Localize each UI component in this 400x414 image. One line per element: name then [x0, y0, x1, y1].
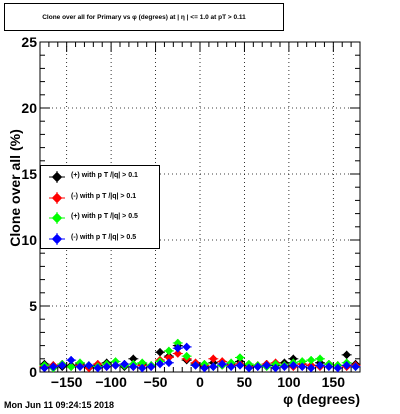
y-axis-label: Clone over all (%) — [7, 129, 23, 247]
chart-title-box: Clone over all for Primary vs φ (degrees… — [4, 3, 284, 31]
data-point — [208, 362, 218, 372]
x-tick-label-5: 100 — [277, 374, 301, 390]
data-point — [351, 362, 360, 372]
data-point — [120, 359, 129, 369]
data-point — [306, 355, 316, 365]
y-tick-label-3: 15 — [21, 166, 37, 182]
data-point — [280, 362, 289, 372]
y-tick-label-2: 10 — [21, 232, 37, 248]
legend-marker-0 — [49, 171, 65, 183]
y-tick-label-0: 0 — [29, 364, 37, 380]
legend-entry-3: (-) with p T /|q| > 0.5 — [41, 229, 159, 249]
x-tick-label-2: −50 — [144, 374, 168, 390]
data-points — [39, 338, 361, 373]
series-3 — [39, 342, 361, 373]
data-point — [111, 361, 120, 370]
legend-label-2: (+) with p T /|q| > 0.5 — [71, 213, 138, 220]
data-point — [57, 361, 67, 370]
axis-ticks — [39, 41, 361, 373]
data-point — [182, 351, 192, 361]
data-point — [84, 361, 94, 370]
data-point — [155, 359, 165, 369]
timestamp: Mon Jun 11 09:24:15 2018 — [4, 400, 115, 410]
data-point — [137, 363, 147, 373]
data-point — [173, 349, 183, 358]
data-point — [93, 363, 103, 373]
data-point — [244, 363, 254, 373]
data-point — [164, 358, 174, 368]
data-point — [288, 361, 298, 370]
x-tick-label-0: −150 — [51, 374, 83, 390]
data-point — [66, 355, 76, 365]
data-point — [200, 363, 209, 373]
data-point — [75, 362, 85, 372]
data-point — [146, 362, 156, 372]
data-point — [253, 362, 263, 372]
data-point — [306, 363, 316, 373]
tick-labels: −150 −100 −50 0 50 100 150 0 5 10 15 20 25 — [21, 34, 345, 390]
data-point — [191, 361, 200, 370]
chart-title: Clone over all for Primary vs φ (degrees… — [42, 13, 246, 21]
legend-label-1: (-) with p T /|q| > 0.1 — [71, 192, 137, 200]
data-point — [262, 361, 272, 370]
legend-marker-1 — [49, 191, 65, 204]
x-tick-label-6: 150 — [322, 374, 346, 390]
data-point — [271, 363, 280, 373]
y-tick-label-1: 5 — [29, 298, 37, 314]
x-axis-label: φ (degrees) — [283, 391, 360, 407]
x-tick-label-4: 50 — [237, 374, 253, 390]
grid-lines — [40, 42, 360, 372]
data-point — [173, 343, 183, 353]
data-point — [128, 362, 138, 372]
data-point — [342, 350, 352, 360]
legend-marker-2 — [49, 212, 65, 224]
x-tick-label-3: 0 — [196, 374, 204, 390]
data-point — [164, 346, 174, 356]
data-point — [226, 362, 236, 372]
data-point — [333, 363, 343, 373]
data-point — [102, 362, 112, 372]
data-point — [182, 342, 192, 352]
data-point — [235, 361, 245, 370]
data-point — [342, 361, 352, 370]
legend-entry-1: (-) with p T /|q| > 0.1 — [41, 188, 159, 208]
data-point — [48, 362, 58, 372]
data-point — [155, 347, 165, 357]
x-tick-label-1: −100 — [95, 374, 127, 390]
data-point — [324, 362, 334, 372]
legend: (+) with p T /|q| > 0.1 (-) with p T /|q|… — [40, 165, 160, 249]
data-point — [297, 362, 307, 372]
data-point — [315, 361, 325, 370]
legend-label-3: (-) with p T /|q| > 0.5 — [71, 233, 137, 241]
legend-entry-2: (+) with p T /|q| > 0.5 — [41, 208, 159, 228]
legend-entry-0: (+) with p T /|q| > 0.1 — [41, 167, 159, 187]
legend-marker-3 — [49, 232, 65, 245]
data-point — [66, 362, 76, 372]
y-tick-label-5: 25 — [21, 34, 37, 50]
y-tick-label-4: 20 — [21, 100, 37, 116]
legend-label-0: (+) with p T /|q| > 0.1 — [71, 172, 138, 179]
data-point — [217, 359, 227, 369]
